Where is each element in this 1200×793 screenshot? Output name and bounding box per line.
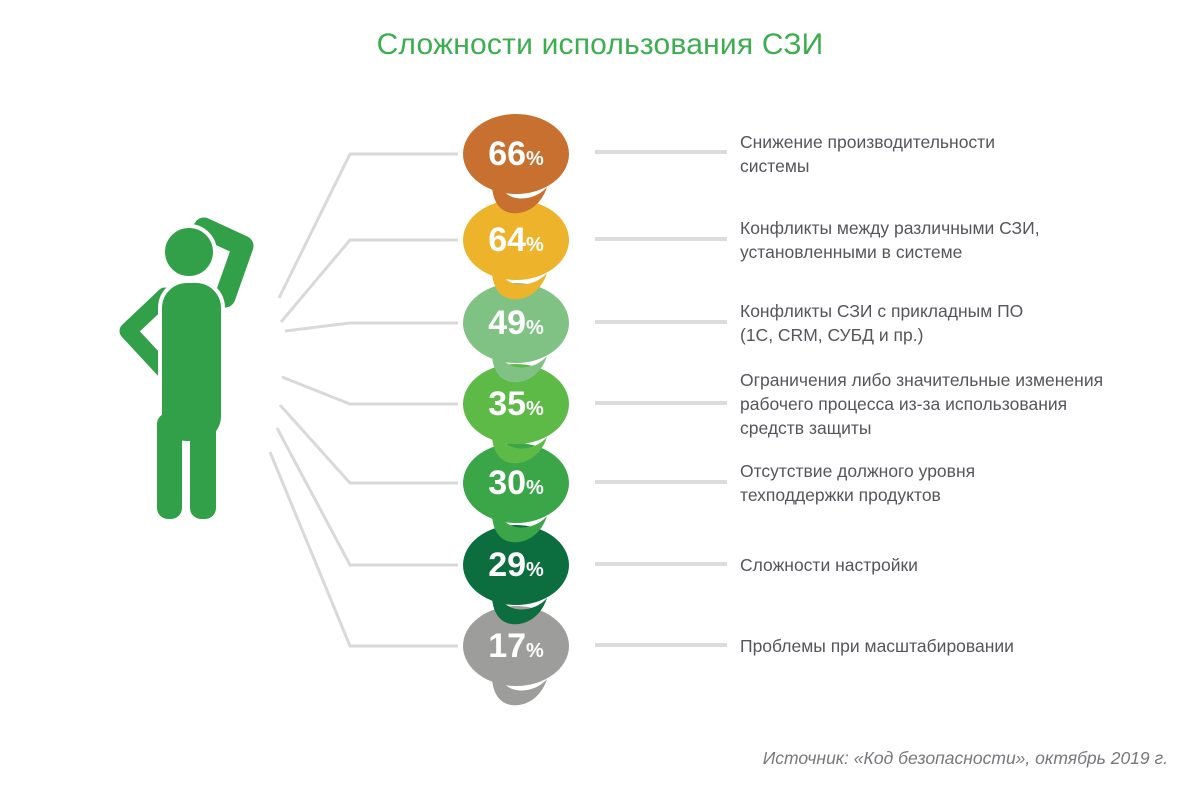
bubble-percentage: 17%	[488, 627, 544, 665]
bubble-label-4: Ограничения либо значительные изменения …	[740, 370, 1104, 438]
speech-bubble-17: 17%	[456, 604, 576, 716]
person-right-leg	[190, 413, 216, 519]
confused-person-icon	[119, 217, 254, 519]
bubble-label-2: Конфликты между различными СЗИ, установл…	[740, 218, 1040, 262]
chart-title: Сложности использования СЗИ	[376, 28, 824, 61]
bubble-label-6: Сложности настройки	[740, 555, 918, 575]
person-left-leg	[157, 413, 182, 519]
ray-line-1	[277, 152, 458, 299]
speech-bubble-66: 66%	[456, 112, 576, 224]
bubble-percentage: 35%	[488, 385, 544, 423]
bubble-percentage: 29%	[488, 546, 544, 584]
confused-person-figure	[100, 210, 270, 530]
speech-bubble-64: 64%	[456, 198, 576, 310]
bubble-label-5: Отсутствие должного уровня техподдержки …	[740, 461, 976, 505]
speech-bubble-shape	[463, 606, 569, 706]
speech-bubble-30: 30%	[456, 441, 576, 553]
speech-bubble-35: 35%	[456, 362, 576, 474]
bubble-percentage: 30%	[488, 464, 544, 502]
bubble-percentage: 49%	[488, 304, 544, 342]
ray-line-2	[279, 238, 458, 323]
ray-line-6	[275, 427, 458, 567]
person-akimbo-arm	[119, 287, 175, 381]
speech-bubble-shape	[463, 283, 569, 383]
speech-bubble-49: 49%	[456, 281, 576, 393]
ray-line-5	[278, 403, 458, 485]
person-head	[161, 224, 217, 280]
bubble-label-3: Конфликты СЗИ с прикладным ПО (1С, CRM, …	[740, 301, 1024, 345]
bubble-label-7: Проблемы при масштабировании	[740, 636, 1014, 656]
speech-bubble-29: 29%	[456, 523, 576, 635]
bubble-percentage: 64%	[488, 221, 544, 259]
person-raised-arm	[193, 217, 254, 308]
fan-ray-lines	[268, 152, 458, 648]
speech-bubble-shape	[463, 443, 569, 543]
source-note: Источник: «Код безопасности», октябрь 20…	[762, 748, 1168, 768]
ray-line-3	[284, 321, 458, 333]
speech-bubble-shape	[463, 364, 569, 464]
label-connector-lines	[595, 150, 727, 647]
bubble-percentage: 66%	[488, 135, 544, 173]
speech-bubble-shape	[463, 200, 569, 300]
speech-bubble-shape	[463, 114, 569, 214]
ray-line-4	[281, 375, 458, 406]
speech-bubble-shape	[463, 525, 569, 625]
bubble-label-1: Снижение производительности системы	[740, 132, 995, 176]
ray-line-7	[268, 451, 458, 648]
